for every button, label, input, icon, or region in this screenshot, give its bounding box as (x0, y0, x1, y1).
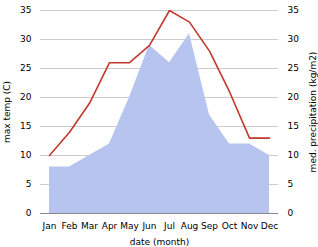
svg-text:5: 5 (26, 179, 32, 189)
svg-text:10: 10 (288, 150, 300, 160)
svg-text:5: 5 (288, 179, 294, 189)
svg-text:date (month): date (month) (130, 237, 189, 247)
svg-text:Feb: Feb (62, 221, 78, 231)
svg-text:Aug: Aug (181, 221, 199, 231)
svg-text:0: 0 (26, 208, 32, 218)
svg-text:Jul: Jul (163, 221, 175, 231)
svg-text:15: 15 (20, 121, 31, 131)
svg-text:30: 30 (20, 34, 32, 44)
svg-text:10: 10 (20, 150, 32, 160)
svg-text:0: 0 (288, 208, 294, 218)
svg-text:20: 20 (288, 92, 300, 102)
svg-text:med. precipitation (kg/m2): med. precipitation (kg/m2) (308, 52, 318, 173)
svg-text:May: May (120, 221, 139, 231)
svg-text:max temp (C): max temp (C) (2, 81, 12, 143)
svg-text:Oct: Oct (222, 221, 238, 231)
svg-text:25: 25 (20, 63, 31, 73)
svg-text:Dec: Dec (261, 221, 278, 231)
svg-text:Jan: Jan (42, 221, 57, 231)
svg-text:Jun: Jun (141, 221, 156, 231)
svg-text:15: 15 (288, 121, 299, 131)
svg-text:25: 25 (288, 63, 299, 73)
svg-text:Sep: Sep (201, 221, 218, 231)
svg-text:35: 35 (20, 5, 31, 15)
svg-text:Apr: Apr (102, 221, 118, 231)
svg-text:35: 35 (288, 5, 299, 15)
svg-text:30: 30 (288, 34, 300, 44)
svg-text:Mar: Mar (81, 221, 98, 231)
svg-text:20: 20 (20, 92, 32, 102)
svg-text:Nov: Nov (241, 221, 259, 231)
